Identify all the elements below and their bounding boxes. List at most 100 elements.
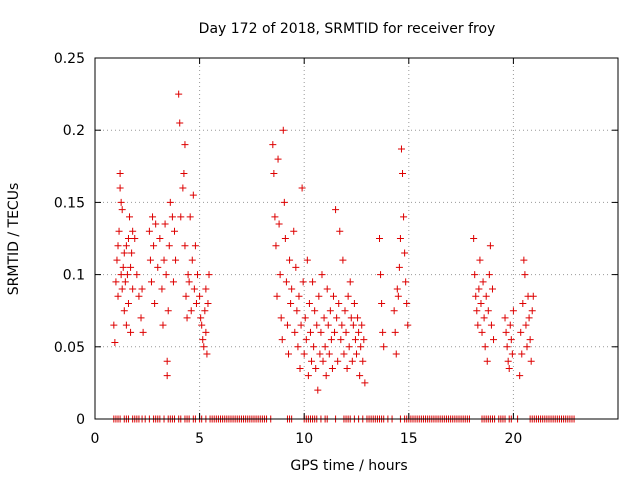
- data-point: [197, 314, 205, 322]
- data-point: [404, 321, 412, 329]
- data-point: [509, 307, 517, 315]
- data-point: [133, 271, 141, 279]
- data-point: [350, 299, 358, 307]
- data-point: [343, 364, 351, 372]
- data-point: [295, 292, 303, 300]
- data-point: [300, 350, 308, 358]
- data-point: [395, 263, 403, 271]
- data-point: [399, 170, 407, 178]
- data-point: [471, 271, 479, 279]
- data-point: [342, 328, 350, 336]
- data-point: [146, 256, 154, 264]
- data-point: [119, 263, 127, 271]
- data-point: [124, 235, 132, 242]
- data-point: [200, 343, 208, 351]
- data-point: [391, 328, 399, 336]
- data-point: [501, 314, 509, 322]
- data-point: [288, 285, 296, 293]
- data-point: [311, 307, 319, 315]
- x-tick-label: 0: [91, 431, 100, 447]
- data-point: [116, 184, 124, 192]
- data-point: [356, 372, 364, 380]
- data-point: [472, 292, 480, 300]
- data-point: [518, 350, 526, 358]
- plot-frame: [94, 57, 619, 420]
- data-point: [163, 357, 171, 365]
- data-point: [128, 249, 136, 257]
- data-point: [114, 242, 122, 250]
- data-point: [361, 379, 369, 387]
- data-point: [504, 357, 512, 365]
- data-point: [122, 242, 130, 250]
- data-point: [339, 256, 347, 264]
- data-point: [118, 206, 126, 214]
- data-point: [147, 278, 155, 286]
- data-point: [183, 314, 191, 322]
- data-point: [519, 299, 527, 307]
- data-point: [113, 256, 121, 264]
- data-point: [127, 328, 135, 336]
- y-tick-label: 0.1: [63, 268, 85, 284]
- data-point: [525, 314, 533, 322]
- data-point: [204, 299, 212, 307]
- data-point: [335, 299, 343, 307]
- data-point: [120, 249, 128, 257]
- x-tick-label: 20: [504, 431, 522, 447]
- data-point: [269, 141, 277, 149]
- data-point: [507, 336, 515, 344]
- data-point: [299, 278, 307, 286]
- data-point: [291, 328, 299, 336]
- data-point: [320, 314, 328, 322]
- data-point: [118, 285, 126, 293]
- data-point: [322, 372, 330, 380]
- data-point: [488, 285, 496, 293]
- data-point: [305, 299, 313, 307]
- data-point: [278, 336, 286, 344]
- data-point: [185, 278, 193, 286]
- data-point: [315, 292, 323, 300]
- x-tick-label: 15: [400, 431, 418, 447]
- data-point: [481, 343, 489, 351]
- data-point: [380, 343, 388, 351]
- data-point: [323, 285, 331, 293]
- data-point: [348, 357, 356, 365]
- data-point: [149, 213, 157, 221]
- data-point: [522, 321, 530, 329]
- data-point: [474, 321, 482, 329]
- data-point: [112, 278, 120, 286]
- chart-title: Day 172 of 2018, SRMTID for receiver fro…: [199, 21, 496, 37]
- data-point: [480, 314, 488, 322]
- data-point: [506, 321, 514, 329]
- data-point: [111, 338, 119, 346]
- data-point: [502, 328, 510, 336]
- data-point: [319, 357, 327, 365]
- data-point: [283, 321, 291, 329]
- data-point: [379, 328, 387, 336]
- data-point: [203, 350, 211, 358]
- data-point: [182, 292, 190, 300]
- data-point: [316, 350, 324, 358]
- data-point: [170, 227, 178, 235]
- data-point: [390, 307, 398, 315]
- data-marks: [110, 90, 578, 423]
- data-point: [177, 213, 185, 221]
- grid-lines: [95, 58, 618, 419]
- data-point: [117, 198, 125, 206]
- data-point: [135, 292, 143, 300]
- data-point: [479, 278, 487, 286]
- data-point: [126, 213, 134, 221]
- data-point: [115, 227, 123, 235]
- data-point: [129, 227, 137, 235]
- y-axis-label: SRMTID / TECUs: [6, 183, 22, 296]
- data-point: [393, 285, 401, 293]
- data-point: [403, 299, 411, 307]
- data-point: [475, 285, 483, 293]
- data-point: [318, 271, 326, 279]
- data-point: [521, 271, 529, 279]
- data-point: [347, 314, 355, 322]
- data-point: [150, 242, 158, 250]
- data-point: [517, 328, 525, 336]
- data-point: [503, 343, 511, 351]
- data-point: [476, 256, 484, 264]
- data-point: [179, 184, 187, 192]
